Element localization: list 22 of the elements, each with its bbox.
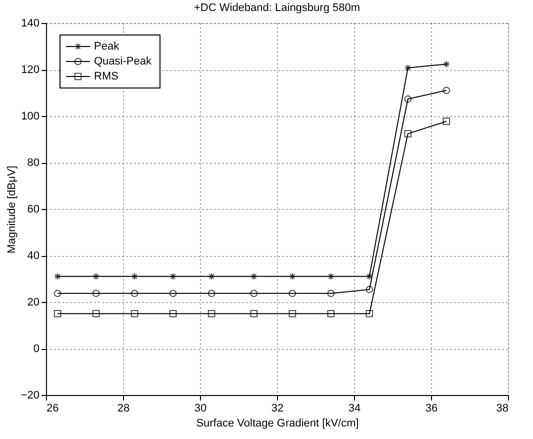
legend-label: Quasi-Peak: [94, 56, 152, 68]
y-tick-label: −20: [20, 390, 40, 402]
y-tick-label: 140: [21, 18, 40, 30]
x-tick-label: 36: [425, 402, 438, 414]
x-tick-label: 30: [194, 402, 207, 414]
x-axis-title: Surface Voltage Gradient [kV/cm]: [196, 418, 359, 430]
y-tick-label: 20: [27, 296, 40, 308]
y-tick-label: 80: [27, 157, 40, 169]
legend-label: RMS: [94, 70, 118, 82]
y-tick-label: 60: [27, 204, 40, 216]
y-tick-label: 120: [21, 64, 40, 76]
x-tick-label: 34: [348, 402, 361, 414]
x-tick-label: 32: [271, 402, 284, 414]
chart-title: +DC Wideband: Laingsburg 580m: [194, 2, 360, 14]
x-tick-label: 28: [117, 402, 130, 414]
legend-label: Peak: [94, 40, 120, 52]
x-tick-label: 26: [46, 402, 59, 414]
x-tick-label: 38: [496, 402, 508, 414]
y-tick-label: 0: [33, 343, 40, 355]
y-tick-label: 40: [27, 250, 40, 262]
y-tick-label: 100: [21, 110, 40, 122]
y-axis-title: Magnitude [dBμV]: [6, 166, 18, 254]
